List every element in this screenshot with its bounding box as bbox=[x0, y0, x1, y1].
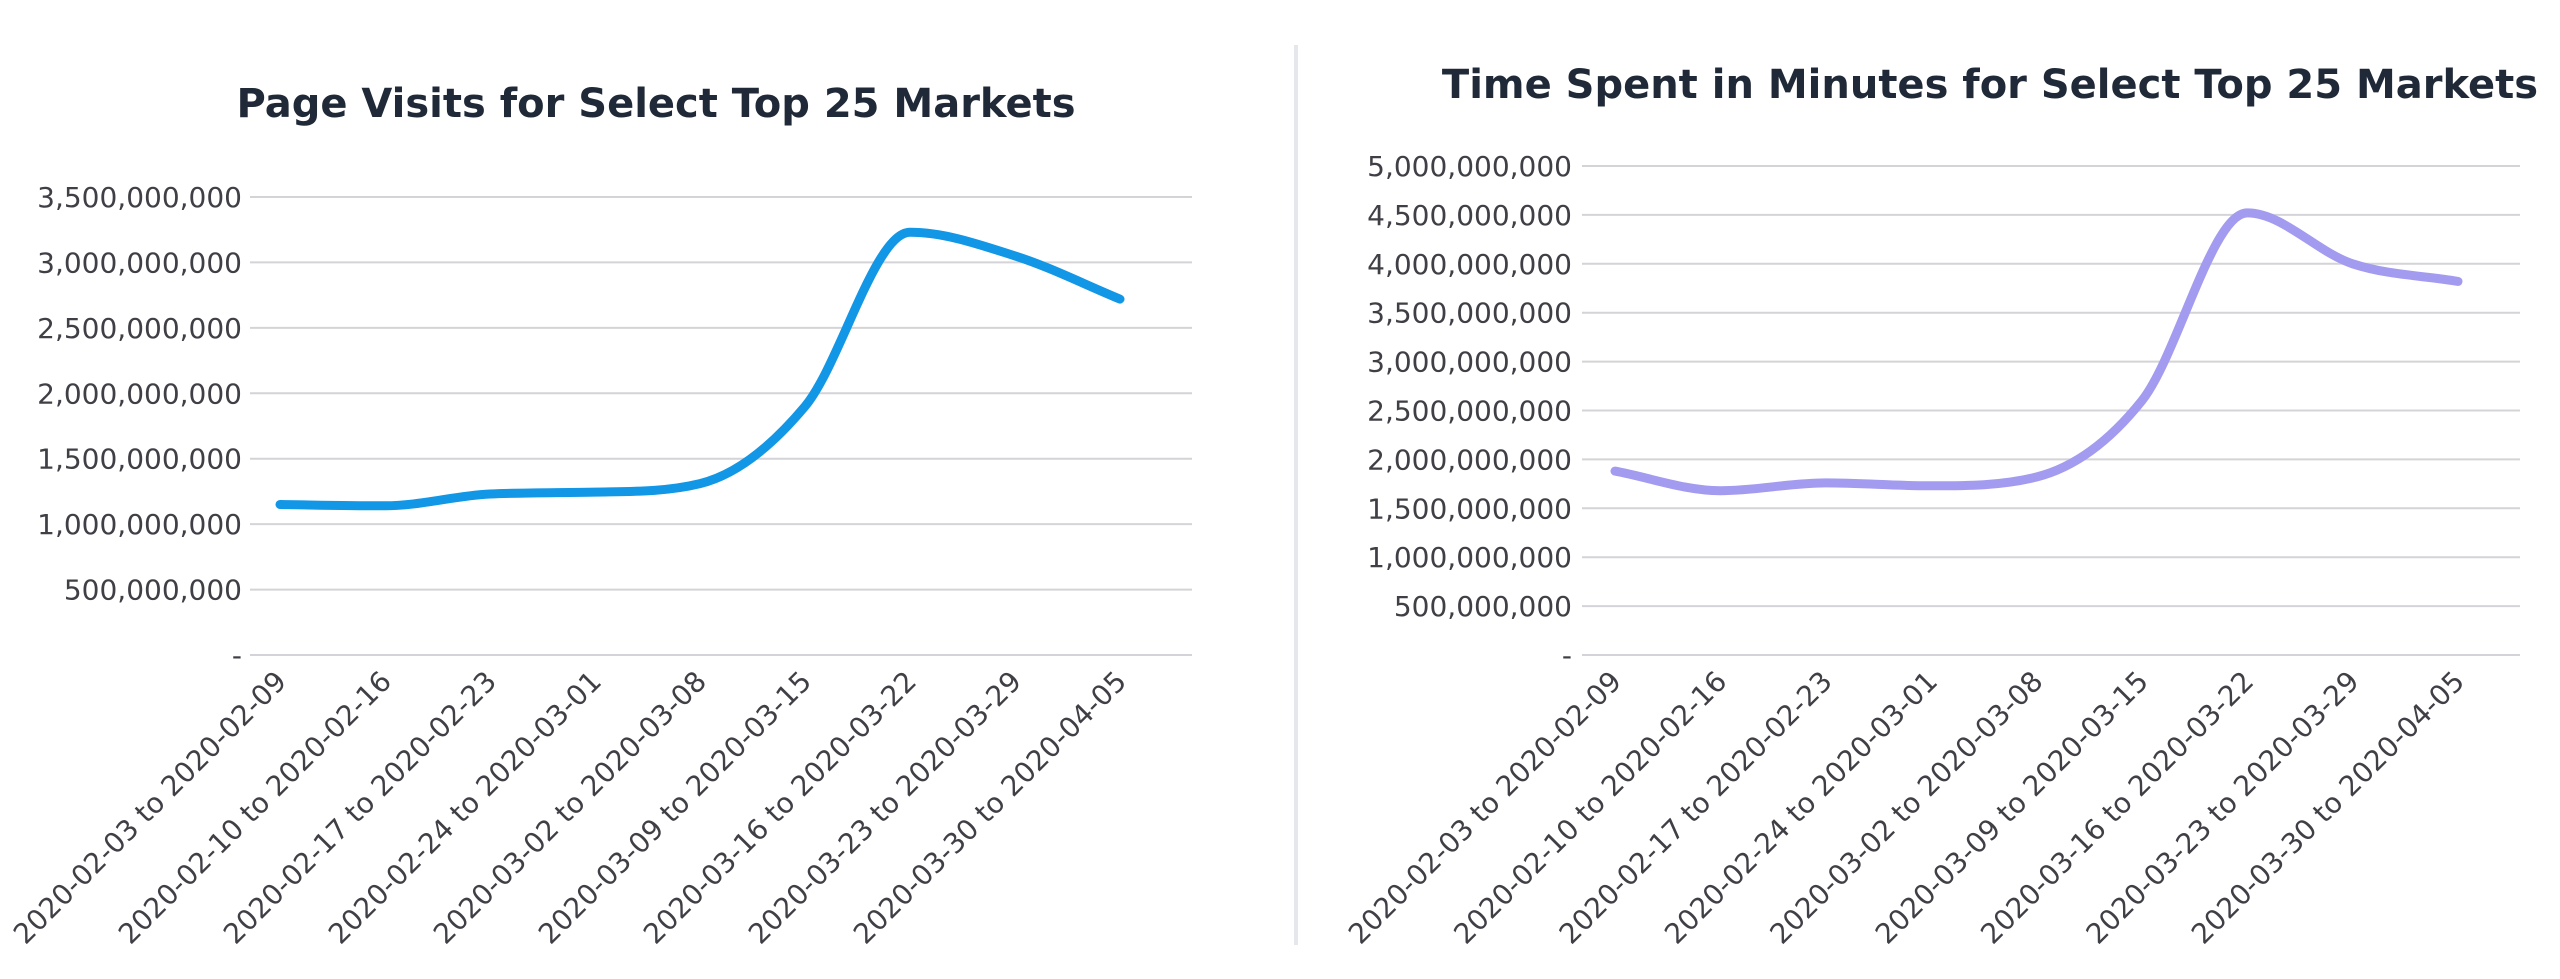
series-line bbox=[275, 227, 1125, 511]
y-tick-label: 500,000,000 bbox=[1394, 590, 1572, 623]
y-tick-label: 3,000,000,000 bbox=[1367, 346, 1572, 379]
y-tick-label: - bbox=[1562, 639, 1572, 672]
chart-title: Page Visits for Select Top 25 Markets bbox=[236, 81, 1075, 127]
y-tick-label: 4,000,000,000 bbox=[1367, 248, 1572, 281]
y-tick-label: 1,500,000,000 bbox=[37, 443, 242, 476]
series-line bbox=[1610, 208, 2463, 496]
y-tick-label: 2,000,000,000 bbox=[1367, 443, 1572, 476]
y-tick-label: 3,000,000,000 bbox=[37, 246, 242, 279]
y-tick-label: 1,500,000,000 bbox=[1367, 492, 1572, 525]
y-tick-label: 3,500,000,000 bbox=[1367, 297, 1572, 330]
y-tick-label: 500,000,000 bbox=[64, 574, 242, 607]
y-tick-label: 2,000,000,000 bbox=[37, 377, 242, 410]
y-tick-label: 2,500,000,000 bbox=[1367, 395, 1572, 428]
y-tick-label: 3,500,000,000 bbox=[37, 181, 242, 214]
y-tick-label: 5,000,000,000 bbox=[1367, 150, 1572, 183]
y-tick-label: 2,500,000,000 bbox=[37, 312, 242, 345]
y-tick-label: 1,000,000,000 bbox=[37, 508, 242, 541]
chart-title: Time Spent in Minutes for Select Top 25 … bbox=[1442, 62, 2538, 108]
y-tick-label: 1,000,000,000 bbox=[1367, 541, 1572, 574]
y-tick-label: - bbox=[232, 639, 242, 672]
y-tick-label: 4,500,000,000 bbox=[1367, 199, 1572, 232]
